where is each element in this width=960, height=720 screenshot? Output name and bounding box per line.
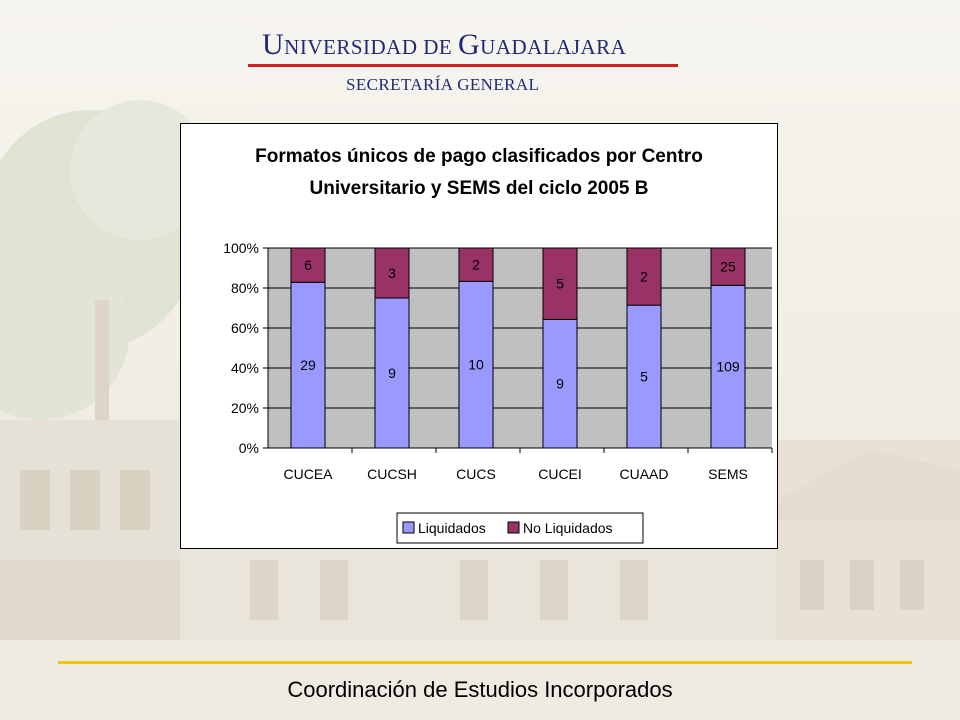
legend-label-liquidados: Liquidados	[418, 520, 486, 536]
bar-no-liquidados	[290, 247, 326, 283]
title-underline	[248, 64, 678, 67]
bar-liquidados	[626, 304, 662, 449]
data-label-liquidados: 5	[640, 369, 648, 385]
chart-svg: Formatos únicos de pago clasificados por…	[223, 146, 773, 544]
bar-no-liquidados	[458, 247, 494, 282]
x-tick-label: CUCEA	[283, 466, 333, 482]
y-tick-label: 100%	[223, 240, 259, 256]
x-tick-label: CUAAD	[619, 466, 668, 482]
data-label-no-liquidados: 2	[640, 269, 648, 285]
chart-title-line-2: Universitario y SEMS del ciclo 2005 B	[310, 178, 649, 199]
chart-container: Formatos únicos de pago clasificados por…	[180, 123, 778, 549]
title-rest-2: uadalajara	[480, 35, 627, 59]
data-label-liquidados: 109	[716, 359, 740, 375]
data-label-liquidados: 9	[556, 376, 564, 392]
data-label-liquidados: 10	[468, 357, 484, 373]
y-tick-label: 60%	[231, 320, 259, 336]
plot-area	[268, 248, 772, 448]
x-tick-label: CUCS	[456, 466, 496, 482]
header: Universidad de Guadalajara SECRETARÍA GE…	[0, 0, 960, 110]
bar-no-liquidados	[710, 247, 746, 286]
data-label-liquidados: 9	[388, 365, 396, 381]
chart-title-line-1: Formatos únicos de pago clasificados por…	[255, 146, 703, 167]
data-label-no-liquidados: 5	[556, 276, 564, 292]
legend-swatch-liquidados	[402, 521, 415, 534]
y-tick-label: 0%	[239, 440, 259, 456]
x-tick-label: CUCEI	[538, 466, 582, 482]
bar-liquidados	[710, 284, 746, 449]
bar-liquidados	[542, 318, 578, 449]
data-label-no-liquidados: 25	[720, 259, 736, 275]
footer-text: Coordinación de Estudios Incorporados	[287, 677, 673, 702]
data-label-no-liquidados: 6	[304, 257, 312, 273]
bar-no-liquidados	[374, 247, 410, 299]
bar-liquidados	[290, 281, 326, 449]
legend-box	[396, 512, 644, 544]
x-tick-label: SEMS	[708, 466, 748, 482]
bar-no-liquidados	[626, 247, 662, 306]
title-rest-1: niversidad de	[284, 35, 458, 59]
legend-swatch-no-liquidados	[507, 521, 520, 534]
data-label-no-liquidados: 2	[472, 257, 480, 273]
secretaria-subtitle: SECRETARÍA GENERAL	[346, 75, 540, 94]
data-label-liquidados: 29	[300, 357, 316, 373]
bar-liquidados	[458, 280, 494, 449]
title-initial-u: U	[262, 28, 285, 61]
bar-liquidados	[374, 297, 410, 449]
y-tick-label: 20%	[231, 400, 259, 416]
y-tick-label: 80%	[231, 280, 259, 296]
x-tick-label: CUCSH	[367, 466, 417, 482]
university-title: Universidad de Guadalajara	[262, 28, 626, 62]
legend-label-no-liquidados: No Liquidados	[523, 520, 613, 536]
data-label-no-liquidados: 3	[388, 265, 396, 281]
footer-rule	[58, 661, 912, 664]
title-initial-g: G	[458, 28, 481, 61]
y-tick-label: 40%	[231, 360, 259, 376]
bar-no-liquidados	[542, 247, 578, 320]
